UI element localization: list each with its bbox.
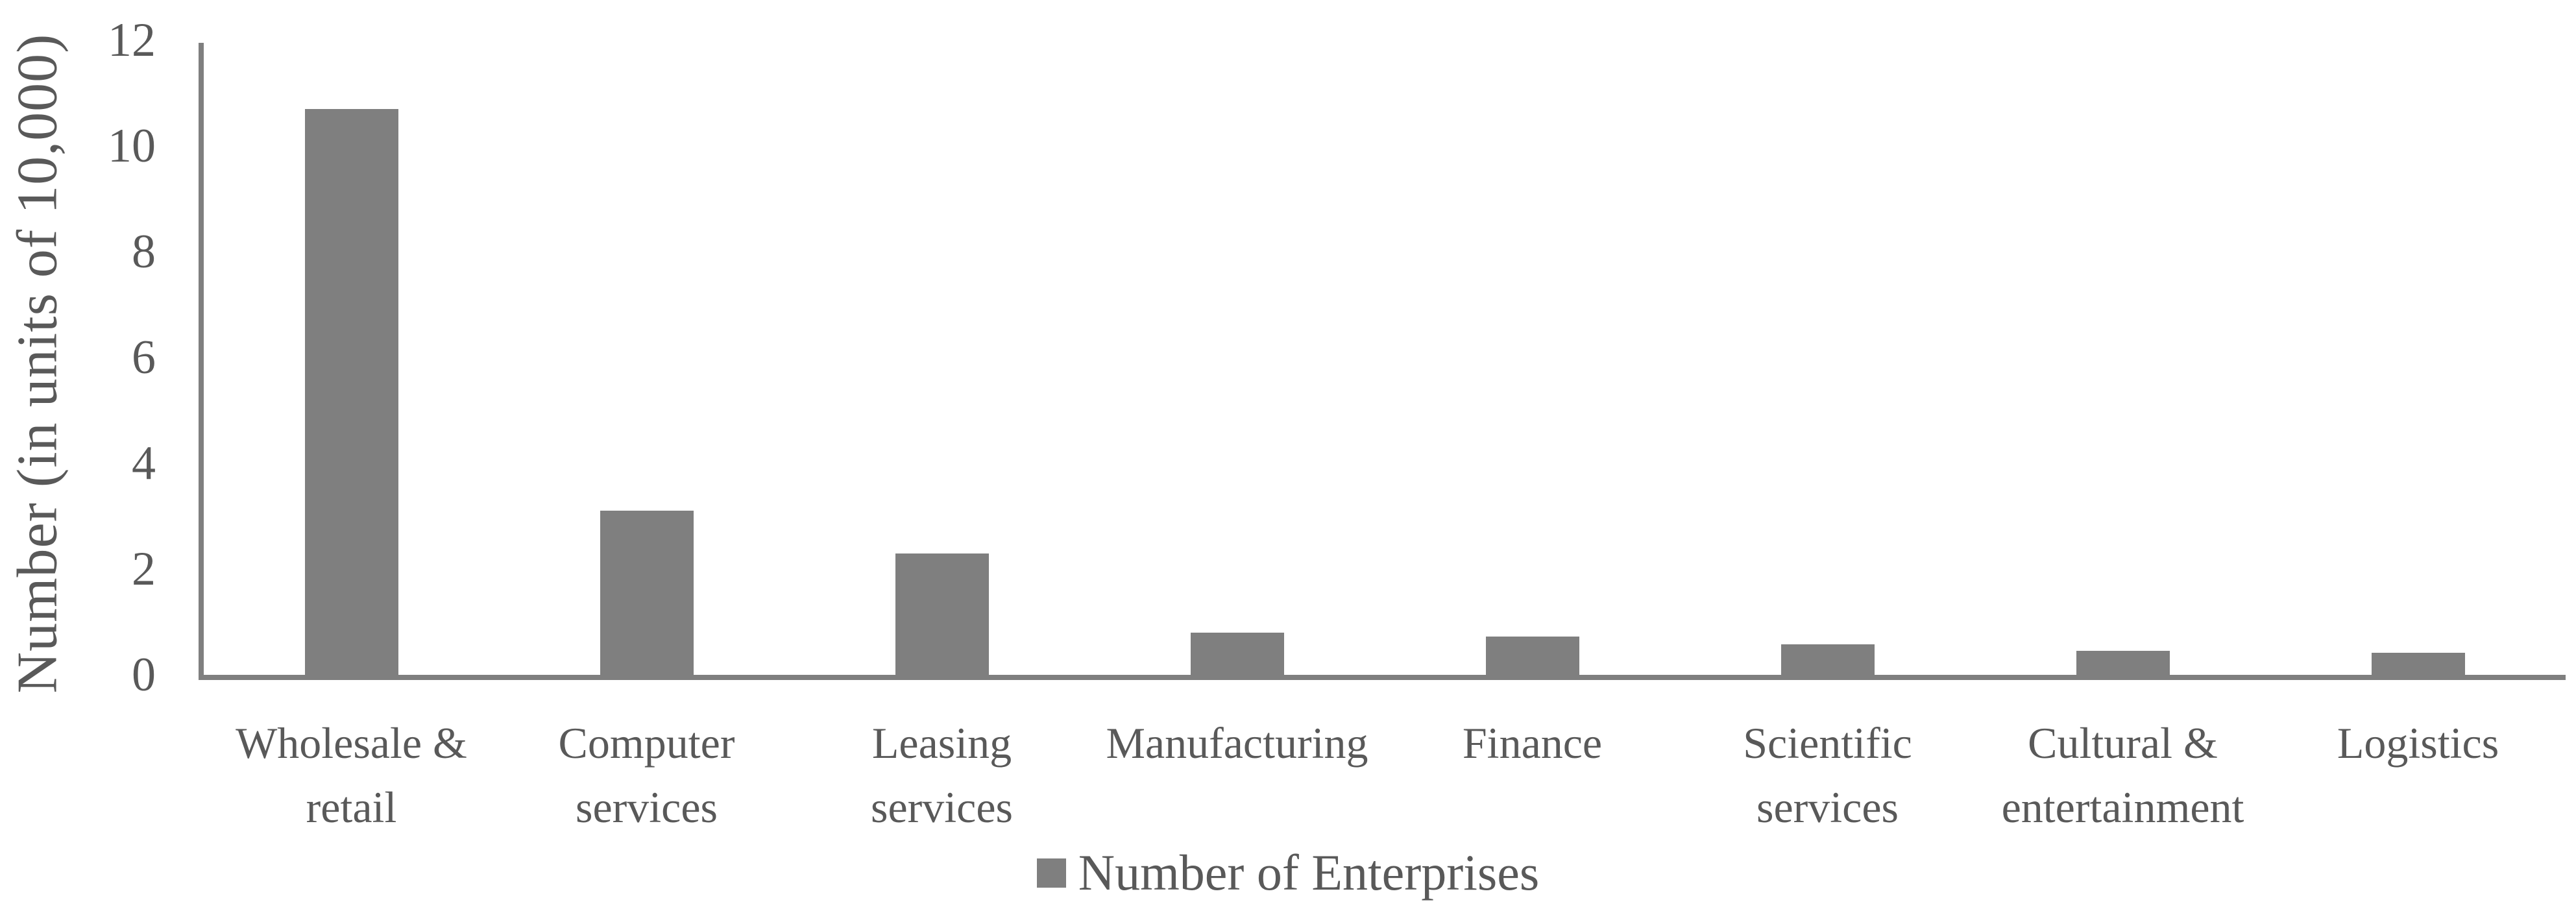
x-axis-line — [199, 675, 2566, 680]
category-label-0: Wholesale & retail — [236, 718, 467, 832]
category-label-4: Finance — [1462, 718, 1603, 768]
bar-3 — [1190, 632, 1284, 675]
category-label-3: Manufacturing — [1106, 718, 1368, 768]
bar-5 — [1780, 644, 1875, 675]
y-tick-label-6: 6 — [132, 331, 156, 384]
bar-1 — [600, 511, 694, 675]
y-axis-line — [199, 43, 204, 680]
y-tick-label-10: 10 — [108, 119, 156, 173]
category-label-6: Cultural & entertainment — [2001, 718, 2244, 832]
legend-swatch-icon — [1036, 858, 1066, 888]
category-label-7: Logistics — [2337, 718, 2499, 768]
y-tick-label-8: 8 — [132, 225, 156, 278]
y-tick-label-4: 4 — [132, 437, 156, 490]
y-tick-label-2: 2 — [132, 542, 156, 596]
category-label-2: Leasing services — [870, 718, 1013, 832]
legend-label: Number of Enterprises — [1078, 844, 1540, 901]
bar-6 — [2076, 651, 2170, 675]
bar-0 — [304, 108, 398, 675]
y-tick-label-12: 12 — [108, 14, 156, 67]
bar-7 — [2371, 652, 2465, 675]
category-label-1: Computer services — [558, 718, 735, 832]
bar-4 — [1485, 636, 1579, 675]
y-tick-label-0: 0 — [132, 648, 156, 701]
bar-2 — [895, 553, 989, 675]
category-label-5: Scientific services — [1743, 718, 1912, 832]
legend: Number of Enterprises — [0, 847, 2576, 898]
y-axis-tick-labels: 0 2 4 6 8 10 12 — [0, 0, 156, 924]
